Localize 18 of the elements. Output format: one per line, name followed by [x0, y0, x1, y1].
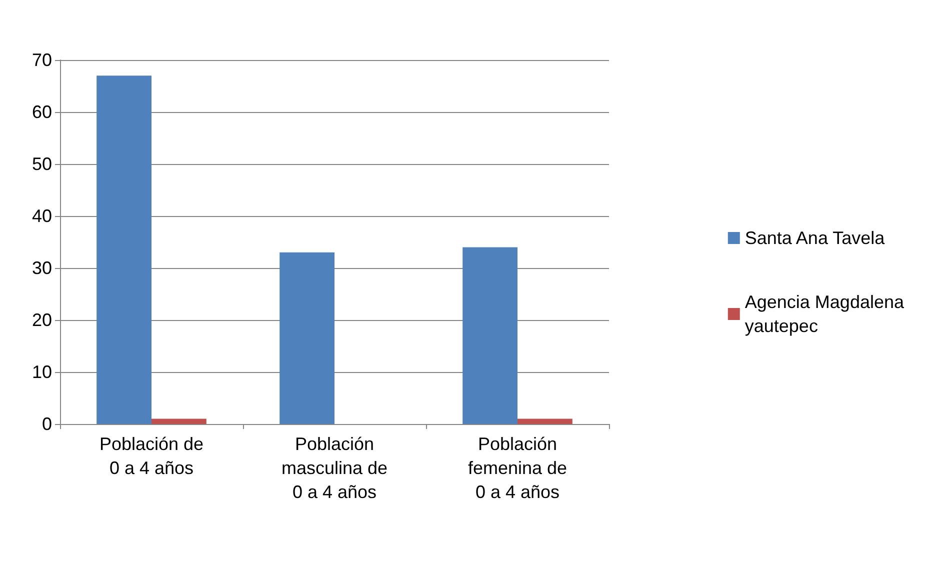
y-tick-label: 20 — [32, 310, 52, 330]
y-tick-label: 60 — [32, 102, 52, 122]
x-tick-label: Población femenina de 0 a 4 años — [468, 434, 568, 502]
y-tick-label: 50 — [32, 154, 52, 174]
y-tick-label: 40 — [32, 206, 52, 226]
x-tick-label: Población de 0 a 4 años — [99, 434, 204, 478]
y-tick-label: 10 — [32, 362, 52, 382]
y-tick-label: 70 — [32, 50, 52, 70]
y-tick-label: 30 — [32, 258, 52, 278]
bar — [462, 247, 518, 424]
bar — [518, 418, 572, 424]
y-tick-label: 0 — [42, 414, 52, 434]
x-tick-label: Población masculina de 0 a 4 años — [281, 434, 388, 502]
bar — [280, 252, 334, 424]
legend-label: Santa Ana Tavela — [744, 228, 886, 248]
bar — [152, 418, 206, 424]
bar — [96, 76, 152, 424]
legend-label: Agencia Magdalena yautepec — [744, 292, 905, 336]
